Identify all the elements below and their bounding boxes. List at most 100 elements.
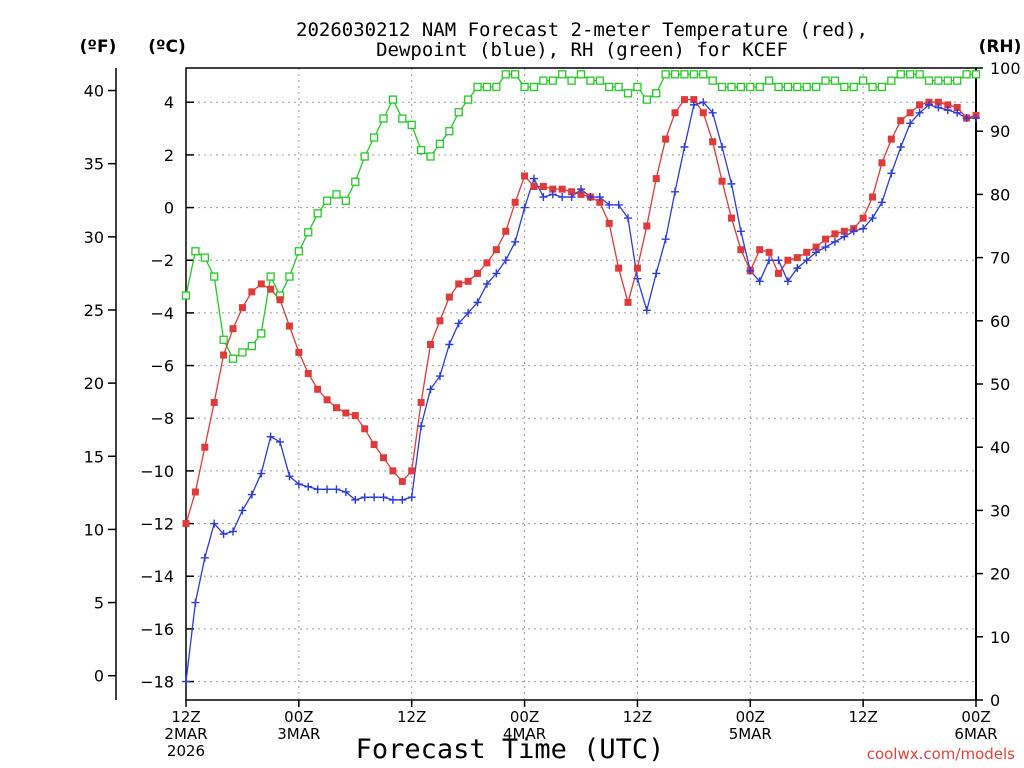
dewpoint-point — [972, 114, 980, 123]
dewpoint-point — [934, 103, 943, 112]
rh-point — [435, 139, 445, 148]
rh-point — [708, 76, 717, 85]
celsius-tick-label: 4 — [164, 93, 174, 112]
temperature-point — [709, 138, 717, 146]
fahrenheit-tick-label: 10 — [84, 520, 104, 539]
dewpoint-point — [247, 490, 256, 499]
dewpoint-point — [548, 190, 557, 199]
temperature-point — [680, 96, 688, 104]
rh-point — [369, 133, 379, 142]
temperature-point — [869, 193, 877, 201]
rh-point — [840, 82, 849, 92]
temperature-point — [408, 467, 416, 475]
temperature-point — [314, 385, 322, 393]
temperature-point — [718, 177, 726, 185]
chart-title-line2: Dewpoint (blue), RH (green) for KCEF — [376, 39, 788, 61]
rh-point — [877, 82, 887, 92]
rh-point — [689, 70, 699, 79]
rh-point — [811, 82, 821, 92]
temperature-point — [605, 219, 613, 227]
temperature-point — [577, 190, 585, 198]
temperature-point — [624, 298, 632, 306]
rh-point — [642, 95, 651, 104]
temperature-point — [276, 296, 284, 304]
dewpoint-point — [793, 264, 802, 273]
dewpoint-point — [304, 482, 313, 491]
dewpoint-point — [633, 274, 642, 283]
dewpoint-point — [398, 495, 407, 504]
x-tick-label: 2026 — [167, 742, 205, 760]
temperature-point — [831, 230, 839, 238]
dewpoint-point — [859, 224, 868, 233]
rh-point — [887, 76, 896, 85]
temperature-point — [351, 412, 359, 420]
rh-point — [332, 190, 341, 199]
x-tick-label: 6MAR — [954, 725, 997, 743]
x-tick-label: 00Z — [284, 708, 313, 726]
x-tick-label: 12Z — [397, 708, 426, 726]
temperature-point — [671, 109, 679, 117]
x-tick-label: 00Z — [736, 708, 765, 726]
dewpoint-point — [435, 372, 444, 381]
temperature-point — [803, 248, 811, 256]
temperature-point — [568, 188, 576, 196]
dewpoint-point — [464, 308, 473, 317]
rh-point — [623, 89, 633, 98]
rh-point — [266, 272, 275, 281]
rh-point — [971, 70, 981, 79]
rh-tick-label: 70 — [990, 249, 1010, 268]
temperature-point — [934, 98, 942, 106]
rh-point — [416, 146, 426, 155]
rh-point — [830, 76, 840, 85]
celsius-tick-label: −16 — [140, 620, 174, 639]
dewpoint-point — [906, 119, 915, 128]
rh-point — [924, 76, 934, 85]
rh-point — [285, 272, 294, 281]
temperature-point — [238, 304, 246, 312]
temperature-point — [953, 104, 961, 111]
data-series — [181, 70, 981, 686]
temperature-point — [737, 246, 745, 254]
rh-point — [868, 82, 877, 92]
temperature-point — [398, 477, 406, 485]
rh-point — [680, 70, 689, 79]
dewpoint-point — [351, 495, 360, 504]
temperature-point — [483, 259, 491, 267]
dewpoint-point — [407, 493, 416, 502]
fahrenheit-tick-label: 40 — [84, 82, 104, 101]
celsius-tick-label: 2 — [164, 146, 174, 165]
temperature-point — [229, 325, 237, 333]
rh-tick-label: 0 — [990, 691, 1000, 710]
celsius-tick-label: −18 — [140, 673, 174, 692]
temperature-point — [445, 293, 453, 301]
rh-tick-label: 10 — [990, 628, 1010, 647]
temperature-point — [361, 425, 369, 433]
dewpoint-point — [379, 493, 388, 502]
dewpoint-point — [671, 187, 680, 196]
temperature-point — [304, 369, 312, 377]
temperature-point — [191, 488, 199, 496]
temperature-point — [793, 254, 801, 262]
rh-point — [360, 152, 369, 161]
dewpoint-point — [915, 108, 924, 117]
dewpoint-point — [492, 269, 501, 278]
rh-point — [257, 329, 266, 338]
rh-tick-label: 30 — [990, 501, 1010, 520]
dewpoint-point — [718, 143, 727, 151]
temperature-point — [267, 285, 275, 293]
rh-point — [219, 335, 228, 344]
dewpoint-point — [200, 553, 209, 562]
rh-point — [755, 82, 764, 92]
dewpoint-point — [821, 243, 830, 252]
rh-point — [558, 70, 567, 79]
rh-point — [388, 95, 398, 104]
rh-point — [313, 209, 322, 218]
temperature-point — [380, 454, 387, 462]
rh-point — [407, 120, 416, 130]
dewpoint-point — [708, 108, 717, 117]
dewpoint-point — [332, 485, 341, 494]
dewpoint-point — [473, 298, 482, 307]
temperature-point — [257, 280, 265, 288]
temperature-point — [727, 214, 735, 222]
dewpoint-point — [642, 306, 651, 315]
